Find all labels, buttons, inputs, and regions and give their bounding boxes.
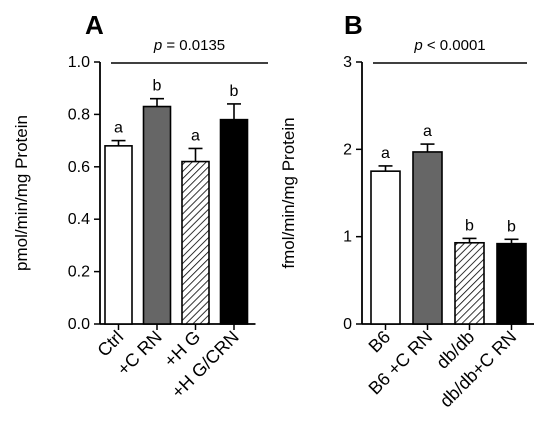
chart-panel-a: A 0.0 0.2 0.4 0.6 0.8 1.0 pmol/min/mg Protein p … [12, 10, 268, 402]
significance-letter: b [507, 218, 516, 235]
p-value-label: p < 0.0001 [413, 37, 485, 54]
significance-letter: b [230, 83, 239, 100]
category-label: B6 [365, 327, 395, 357]
y-tick-label: 0.4 [68, 211, 90, 228]
bar [454, 241, 485, 325]
significance-letter: a [191, 127, 200, 144]
significance-letter: a [423, 123, 432, 140]
bar [496, 242, 527, 325]
y-tick-label: 2 [343, 141, 352, 158]
bar [370, 170, 401, 325]
bar [412, 151, 443, 325]
y-tick-label: 0.0 [68, 316, 90, 333]
p-value-label: p = 0.0135 [153, 37, 225, 54]
y-tick-label: 0.8 [68, 106, 90, 123]
bar [104, 145, 133, 325]
y-tick-label: 0.6 [68, 159, 90, 176]
y-tick-label: 0.2 [68, 264, 90, 281]
y-tick-label: 1 [343, 229, 352, 246]
bar [142, 105, 172, 325]
bar [181, 160, 210, 325]
panel-letter: B [344, 10, 363, 40]
bar [219, 118, 249, 325]
significance-letter: a [114, 120, 123, 137]
panel-letter: A [85, 10, 104, 40]
significance-letter: a [381, 145, 390, 162]
significance-letter: b [153, 78, 162, 95]
y-tick-label: 0 [343, 316, 352, 333]
y-axis-title: pmol/min/mg Protein [12, 115, 31, 271]
y-tick-label: 1.0 [68, 54, 90, 71]
y-tick-label: 3 [343, 54, 352, 71]
y-axis-title: fmol/min/mg Protein [279, 117, 298, 268]
significance-letter: b [465, 217, 474, 234]
